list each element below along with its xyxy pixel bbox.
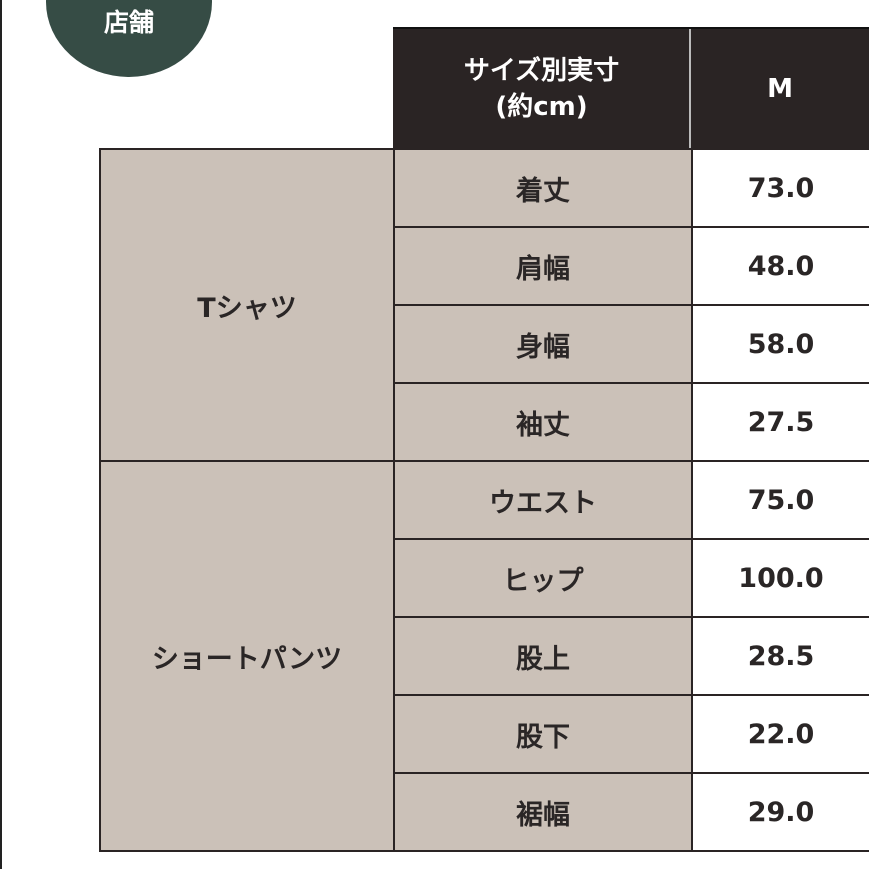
row-value: 27.5 bbox=[747, 406, 815, 438]
table-header: サイズ別実寸 (約cm) M bbox=[393, 27, 869, 148]
row-value: 29.0 bbox=[747, 796, 815, 828]
table-row: 肩幅 48.0 bbox=[393, 226, 869, 306]
row-value: 58.0 bbox=[747, 328, 815, 360]
header-divider bbox=[689, 29, 691, 148]
row-value: 28.5 bbox=[747, 640, 815, 672]
row-label: 着丈 bbox=[395, 150, 693, 226]
table-row: 身幅 58.0 bbox=[393, 304, 869, 384]
table-row: 着丈 73.0 bbox=[393, 148, 869, 228]
table-row: 股上 28.5 bbox=[393, 616, 869, 696]
row-label: 股上 bbox=[395, 618, 693, 694]
table-row: ウエスト 75.0 bbox=[393, 460, 869, 540]
row-label: ヒップ bbox=[395, 540, 693, 616]
row-value: 73.0 bbox=[747, 172, 815, 204]
row-label: ウエスト bbox=[395, 462, 693, 538]
store-badge-label: 店舗 bbox=[103, 8, 154, 37]
store-badge: 店舗 bbox=[46, 0, 212, 77]
row-value: 48.0 bbox=[747, 250, 815, 282]
row-value: 100.0 bbox=[738, 562, 824, 594]
left-border bbox=[0, 0, 2, 869]
row-value: 75.0 bbox=[747, 484, 815, 516]
table-row: 裾幅 29.0 bbox=[393, 772, 869, 852]
group-shorts: ショートパンツ bbox=[99, 460, 395, 852]
row-label: 袖丈 bbox=[395, 384, 693, 460]
group-tshirt: Tシャツ bbox=[99, 148, 395, 462]
table-row: ヒップ 100.0 bbox=[393, 538, 869, 618]
row-label: 股下 bbox=[395, 696, 693, 772]
row-label: 裾幅 bbox=[395, 774, 693, 850]
row-value: 22.0 bbox=[747, 718, 815, 750]
row-label: 肩幅 bbox=[395, 228, 693, 304]
row-label: 身幅 bbox=[395, 306, 693, 382]
table-row: 袖丈 27.5 bbox=[393, 382, 869, 462]
header-measure-label: サイズ別実寸 (約cm) bbox=[463, 55, 620, 122]
header-size: M bbox=[767, 73, 793, 104]
table-row: 股下 22.0 bbox=[393, 694, 869, 774]
